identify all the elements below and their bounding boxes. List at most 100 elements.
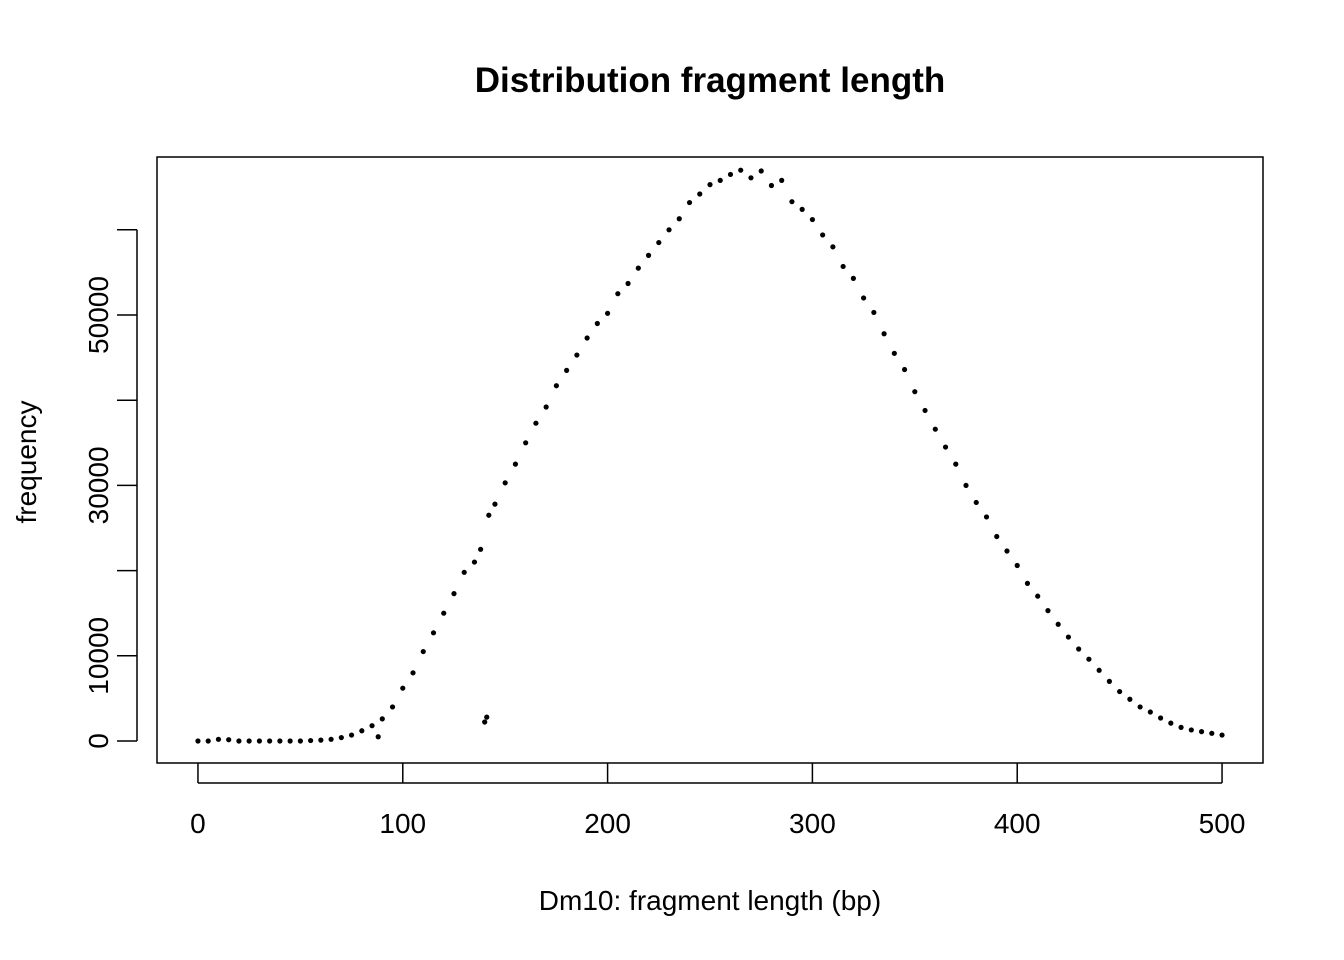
point — [881, 331, 887, 337]
point — [410, 670, 416, 676]
point — [1178, 724, 1184, 730]
point — [1209, 730, 1215, 736]
point — [799, 206, 805, 212]
point — [891, 350, 897, 356]
point — [901, 366, 908, 373]
point — [1117, 688, 1123, 695]
x-tick-label: 300 — [789, 808, 836, 839]
point — [389, 704, 396, 710]
point — [922, 407, 928, 414]
point — [430, 630, 437, 636]
x-tick-label: 400 — [994, 808, 1041, 839]
x-axis-label: Dm10: fragment length (bp) — [539, 885, 881, 916]
point — [348, 732, 355, 738]
point — [484, 714, 490, 720]
point — [820, 232, 826, 238]
point — [564, 367, 570, 373]
y-tick-label: 50000 — [83, 276, 114, 354]
point — [1147, 709, 1153, 715]
point — [369, 723, 375, 729]
point — [604, 310, 611, 316]
point — [195, 738, 201, 744]
point — [338, 734, 344, 741]
point — [1065, 634, 1072, 640]
point — [1127, 696, 1133, 702]
point — [277, 738, 283, 744]
plot-frame — [156, 156, 1264, 764]
point — [809, 216, 816, 223]
point — [543, 404, 549, 410]
point — [830, 244, 836, 250]
point — [727, 171, 734, 178]
point — [635, 265, 641, 271]
point — [779, 177, 785, 183]
point — [1157, 715, 1164, 721]
point — [359, 728, 365, 734]
point — [492, 501, 498, 507]
point — [451, 591, 457, 597]
y-tick-label: 10000 — [83, 617, 114, 695]
point — [973, 499, 979, 506]
point — [478, 546, 484, 552]
point — [1055, 621, 1061, 627]
point — [482, 719, 488, 725]
x-tick-label: 500 — [1199, 808, 1246, 839]
point — [533, 420, 539, 426]
point — [328, 736, 334, 742]
point — [656, 239, 662, 246]
point — [215, 736, 222, 742]
point — [308, 737, 314, 744]
point — [594, 320, 600, 327]
point — [738, 167, 744, 173]
point — [942, 444, 949, 450]
point — [471, 559, 478, 565]
point — [707, 182, 713, 188]
point — [574, 352, 580, 358]
point — [932, 426, 938, 432]
point — [267, 738, 273, 744]
point — [236, 738, 242, 744]
point — [379, 716, 385, 722]
point — [758, 168, 764, 174]
point — [625, 280, 631, 287]
point — [523, 440, 529, 446]
point — [1004, 548, 1010, 554]
point — [461, 569, 467, 575]
point — [584, 335, 590, 341]
point — [226, 737, 232, 743]
point — [1076, 646, 1082, 652]
point — [994, 533, 1000, 540]
point — [666, 227, 672, 233]
point — [1096, 667, 1102, 673]
point — [697, 191, 703, 197]
point — [502, 480, 508, 486]
point — [1014, 562, 1020, 569]
point — [983, 514, 990, 520]
point — [686, 199, 693, 206]
y-tick-label: 0 — [83, 733, 114, 749]
point — [512, 461, 519, 467]
point — [1086, 656, 1092, 662]
point — [789, 199, 795, 205]
point — [400, 685, 406, 691]
point — [246, 738, 252, 744]
point — [748, 175, 754, 181]
point — [287, 738, 293, 744]
y-tick-label: 30000 — [83, 446, 114, 524]
point — [768, 182, 775, 189]
point — [645, 252, 652, 258]
point — [1198, 729, 1205, 735]
point — [318, 737, 324, 743]
point — [553, 383, 559, 389]
chart-title: Distribution fragment length — [475, 61, 946, 100]
point — [963, 482, 969, 489]
point — [1045, 608, 1051, 614]
point — [840, 263, 846, 270]
point — [861, 295, 867, 301]
point — [441, 610, 447, 616]
point — [676, 216, 682, 222]
x-tick-label: 100 — [379, 808, 426, 839]
point — [1035, 593, 1041, 599]
point — [375, 734, 381, 740]
